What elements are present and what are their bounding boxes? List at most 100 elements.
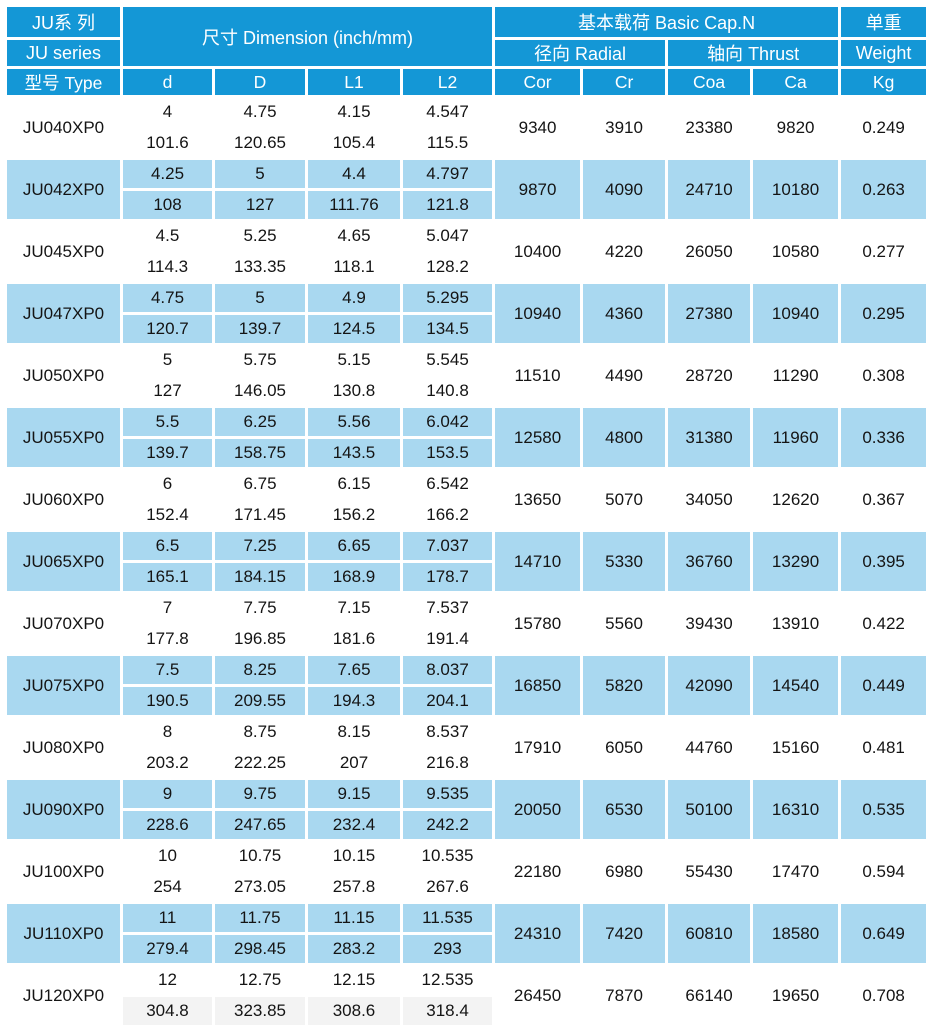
weight-cell: 0.308 xyxy=(862,365,905,385)
model-cell: JU045XP0 xyxy=(22,241,105,261)
spec-row-mm: 279.4 298.45 283.2 293 xyxy=(7,935,926,963)
load-cell: 28720 xyxy=(685,365,733,385)
dim-inch-cell: 4.4 xyxy=(308,160,400,188)
load-cell: 12580 xyxy=(495,408,581,467)
load-cell: 14710 xyxy=(495,532,581,591)
dim-inch-cell: 8.15 xyxy=(337,722,371,741)
load-cell: 19650 xyxy=(771,985,820,1005)
dim-mm-cell: 232.4 xyxy=(308,811,400,839)
spec-row-mm: 177.8 196.85 181.6 191.4 xyxy=(7,625,926,653)
spec-row-mm: 203.2 222.25 207 216.8 xyxy=(7,749,926,777)
load-cell: 11510 xyxy=(514,365,561,385)
load-cell: 26050 xyxy=(685,241,733,261)
load-cell: 6050 xyxy=(605,737,643,757)
load-cell: 34050 xyxy=(685,489,733,509)
weight-cell: 0.277 xyxy=(862,241,905,261)
dim-mm-cell: 133.35 xyxy=(234,257,286,276)
dim-inch-cell: 9.15 xyxy=(308,780,400,808)
dim-inch-cell: 6.042 xyxy=(403,408,493,436)
load-cell: 66140 xyxy=(685,985,733,1005)
dim-inch-cell: 11 xyxy=(123,904,212,932)
dim-mm-cell: 304.8 xyxy=(123,997,212,1025)
load-cell: 4800 xyxy=(583,408,666,467)
load-cell: 31380 xyxy=(668,408,751,467)
weight-cell: 0.708 xyxy=(862,985,905,1005)
header-col-D: D xyxy=(215,69,305,95)
dim-inch-cell: 9.535 xyxy=(403,780,493,808)
dim-mm-cell: 118.1 xyxy=(333,257,375,276)
dim-mm-cell: 283.2 xyxy=(308,935,400,963)
load-cell: 9870 xyxy=(495,160,581,219)
dim-inch-cell: 5.25 xyxy=(243,226,277,245)
load-cell: 4360 xyxy=(583,284,666,343)
load-cell: 4490 xyxy=(605,365,643,385)
spec-row-mm: 120.7 139.7 124.5 134.5 xyxy=(7,315,926,343)
dim-mm-cell: 254 xyxy=(153,877,182,896)
header-series-en: JU series xyxy=(7,40,120,66)
dim-mm-cell: 114.3 xyxy=(146,257,189,276)
model-cell: JU060XP0 xyxy=(22,489,105,509)
dim-inch-cell: 7.65 xyxy=(308,656,400,684)
dim-mm-cell: 279.4 xyxy=(123,935,212,963)
spec-row: JU070XP0 7 7.75 7.15 7.537 15780 5560 39430 1391… xyxy=(7,594,926,633)
dim-mm-cell: 140.8 xyxy=(426,381,469,400)
header-weight-zh: 单重 xyxy=(841,7,927,37)
load-cell: 12620 xyxy=(771,489,820,509)
dim-inch-cell: 7.537 xyxy=(426,598,469,617)
model-cell: JU120XP0 xyxy=(22,985,105,1005)
weight-cell: 0.481 xyxy=(862,737,905,757)
dim-inch-cell: 8 xyxy=(162,722,173,741)
dim-mm-cell: 152.4 xyxy=(146,505,189,524)
dim-inch-cell: 4 xyxy=(162,102,173,121)
load-cell: 10400 xyxy=(513,241,562,261)
dim-inch-cell: 6.75 xyxy=(243,474,277,493)
spec-row-mm: 254 273.05 257.8 267.6 xyxy=(7,873,926,901)
dim-mm-cell: 190.5 xyxy=(123,687,212,715)
load-cell: 17910 xyxy=(513,737,562,757)
dim-inch-cell: 10.535 xyxy=(421,846,474,865)
dim-mm-cell: 222.25 xyxy=(234,753,286,772)
header-basic-cap: 基本载荷 Basic Cap.N xyxy=(495,7,839,37)
dim-inch-cell: 4.25 xyxy=(123,160,212,188)
dim-inch-cell: 12.75 xyxy=(238,970,282,989)
dim-inch-cell: 6.5 xyxy=(123,532,212,560)
load-cell: 24310 xyxy=(495,904,581,963)
model-cell: JU065XP0 xyxy=(7,532,120,591)
dim-mm-cell: 298.45 xyxy=(215,935,305,963)
spec-row: JU040XP0 4 4.75 4.15 4.547 9340 3910 23380 9820 0… xyxy=(7,98,926,137)
load-cell: 26450 xyxy=(513,985,562,1005)
dim-inch-cell: 11.75 xyxy=(215,904,305,932)
load-cell: 5560 xyxy=(605,613,643,633)
dim-mm-cell: 204.1 xyxy=(403,687,493,715)
dim-mm-cell: 257.8 xyxy=(332,877,376,896)
load-cell: 60810 xyxy=(668,904,751,963)
spec-row: JU080XP0 8 8.75 8.15 8.537 17910 6050 44760 1516… xyxy=(7,718,926,757)
spec-row: JU055XP0 5.5 6.25 5.56 6.042 12580 4800 31380 11… xyxy=(7,408,927,467)
dim-inch-cell: 5.295 xyxy=(403,284,493,312)
weight-cell: 0.395 xyxy=(841,532,927,591)
dim-mm-cell: 101.6 xyxy=(146,133,189,152)
header-weight-en: Weight xyxy=(841,40,927,66)
dim-mm-cell: 121.8 xyxy=(403,191,493,219)
dim-inch-cell: 7.15 xyxy=(337,598,371,617)
dim-mm-cell: 177.8 xyxy=(146,629,189,648)
header-type: 型号 Type xyxy=(7,69,120,95)
dim-mm-cell: 139.7 xyxy=(215,315,305,343)
dim-inch-cell: 9 xyxy=(123,780,212,808)
dim-mm-cell: 242.2 xyxy=(403,811,493,839)
dim-mm-cell: 267.6 xyxy=(426,877,469,896)
dim-inch-cell: 6.25 xyxy=(215,408,305,436)
load-cell: 27380 xyxy=(668,284,751,343)
spec-row-mm: 165.1 184.15 168.9 178.7 xyxy=(7,563,926,591)
header-col-L1: L1 xyxy=(308,69,400,95)
load-cell: 9340 xyxy=(518,117,557,137)
dim-inch-cell: 12 xyxy=(158,970,177,989)
dim-inch-cell: 5.15 xyxy=(337,350,371,369)
dim-inch-cell: 4.65 xyxy=(337,226,371,245)
spec-row-mm: 152.4 171.45 156.2 166.2 xyxy=(7,501,926,529)
spec-row-mm: 190.5 209.55 194.3 204.1 xyxy=(7,687,926,715)
dim-mm-cell: 115.5 xyxy=(426,133,469,152)
dim-mm-cell: 120.65 xyxy=(234,133,286,152)
load-cell: 11290 xyxy=(772,365,819,385)
dim-mm-cell: 111.76 xyxy=(308,191,400,219)
